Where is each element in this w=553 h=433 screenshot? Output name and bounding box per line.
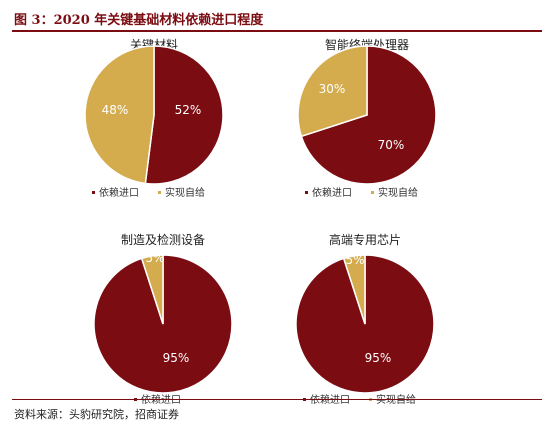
data-label-self-sufficient: 48% [102,103,129,117]
legend-marker [158,191,161,194]
legend-label: 实现自给 [378,186,418,199]
legend-item: 实现自给 [158,186,205,199]
figure-title: 图 3：2020 年关键基础材料依赖进口程度 [14,13,264,28]
title-divider [12,30,542,32]
chart-title: 高端专用芯片 [329,232,401,247]
data-label-import: 95% [365,351,392,365]
chart-title: 制造及检测设备 [121,232,205,247]
legend-item: 依赖进口 [305,186,352,199]
chart-title: 智能终端处理器 [325,37,409,52]
slice-self-sufficient [84,45,155,185]
legend-marker [371,191,374,194]
legend-marker [305,191,308,194]
slice-self-sufficient [297,45,368,138]
slice-self-sufficient [342,254,366,325]
slice-import [300,45,437,185]
legend-item: 依赖进口 [92,186,139,199]
source-divider [12,399,542,400]
legend-label: 依赖进口 [99,186,139,199]
data-label-import: 70% [378,138,405,152]
legend-label: 依赖进口 [312,186,352,199]
slice-import [144,45,224,185]
data-label-self-sufficient: 5% [345,253,364,267]
figure-source: 资料来源：头豹研究院，招商证券 [14,408,179,421]
legend-label: 实现自给 [165,186,205,199]
slice-self-sufficient [140,254,164,325]
data-label-import: 95% [163,351,190,365]
legend-item: 实现自给 [371,186,418,199]
data-label-import: 52% [175,103,202,117]
pie-chart-2: 智能终端处理器 70% 30% 依赖进口 实现自给 [297,37,437,199]
data-label-self-sufficient: 30% [319,82,346,96]
legend-marker [92,191,95,194]
data-label-self-sufficient: 5% [145,251,164,265]
